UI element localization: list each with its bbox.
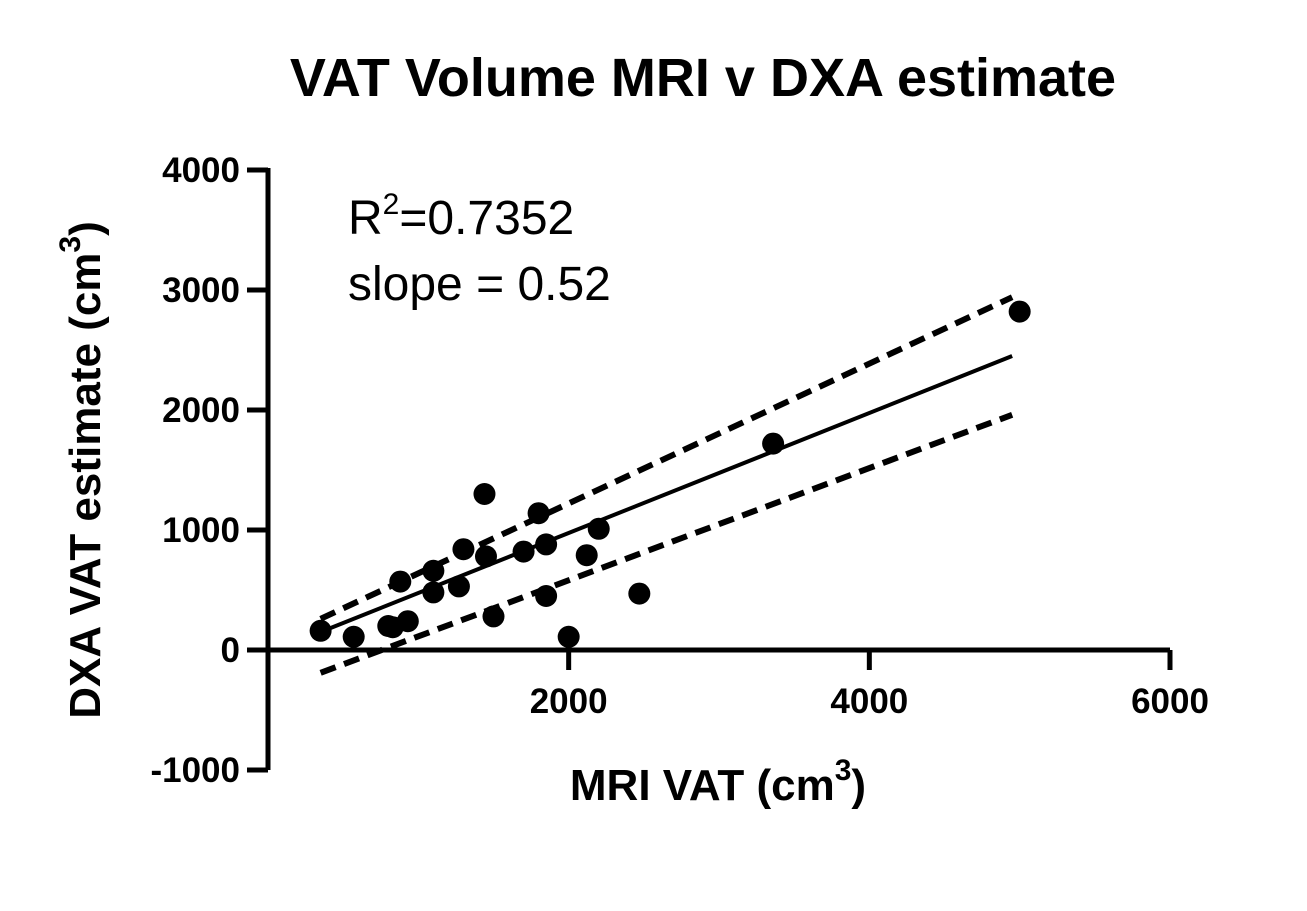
- data-point: [473, 483, 496, 505]
- points-layer: [309, 300, 1031, 648]
- data-point: [396, 610, 419, 633]
- slope-annotation: slope = 0.52: [348, 258, 611, 311]
- y-tick-label: 0: [221, 631, 240, 670]
- data-point: [474, 545, 497, 568]
- x-tick-label: 6000: [1131, 682, 1209, 721]
- data-point: [512, 540, 535, 563]
- data-point: [587, 517, 610, 540]
- data-point: [535, 585, 558, 607]
- data-point: [557, 625, 580, 648]
- x-axis-title-superscript: 3: [835, 754, 852, 787]
- data-point: [447, 575, 470, 598]
- y-tick-label: 4000: [162, 151, 240, 190]
- y-axis-title-superscript: 3: [54, 236, 87, 253]
- data-point: [575, 544, 598, 567]
- data-point: [389, 570, 412, 593]
- y-axis: -1000 0 1000 2000 3000 4000: [150, 151, 271, 790]
- x-axis-title-close: ): [851, 761, 866, 810]
- y-axis-title-text: DXA VAT estimate (cm: [61, 253, 110, 719]
- r-squared-prefix: R: [348, 192, 383, 245]
- data-point: [422, 581, 445, 604]
- x-axis-title: MRI VAT (cm3): [570, 754, 866, 810]
- confidence-band-line: [319, 411, 1014, 676]
- x-axis-title-text: MRI VAT (cm: [570, 761, 835, 810]
- data-point: [527, 502, 550, 525]
- data-point: [628, 582, 651, 605]
- data-point: [422, 559, 445, 582]
- y-tick-label: 2000: [162, 391, 240, 430]
- data-point: [1008, 300, 1031, 323]
- chart-title: VAT Volume MRI v DXA estimate: [290, 48, 1116, 108]
- data-point: [535, 533, 558, 556]
- r-squared-superscript: 2: [383, 188, 400, 221]
- y-tick-label: 3000: [162, 271, 240, 310]
- data-point: [482, 605, 505, 628]
- data-point: [762, 432, 785, 455]
- data-point: [309, 619, 332, 642]
- r-squared-annotation: R2=0.7352: [348, 188, 574, 245]
- y-axis-title-close: ): [61, 221, 110, 236]
- data-point: [342, 625, 365, 648]
- y-axis-title: DXA VAT estimate (cm3): [54, 221, 110, 719]
- r-squared-value: =0.7352: [399, 192, 574, 245]
- x-tick-label: 4000: [830, 682, 908, 721]
- x-tick-label: 2000: [530, 682, 608, 721]
- y-tick-label: -1000: [150, 751, 240, 790]
- data-point: [452, 538, 475, 561]
- y-tick-label: 1000: [162, 511, 240, 550]
- x-axis: 2000 4000 6000: [268, 647, 1209, 721]
- series-layer: [319, 294, 1014, 676]
